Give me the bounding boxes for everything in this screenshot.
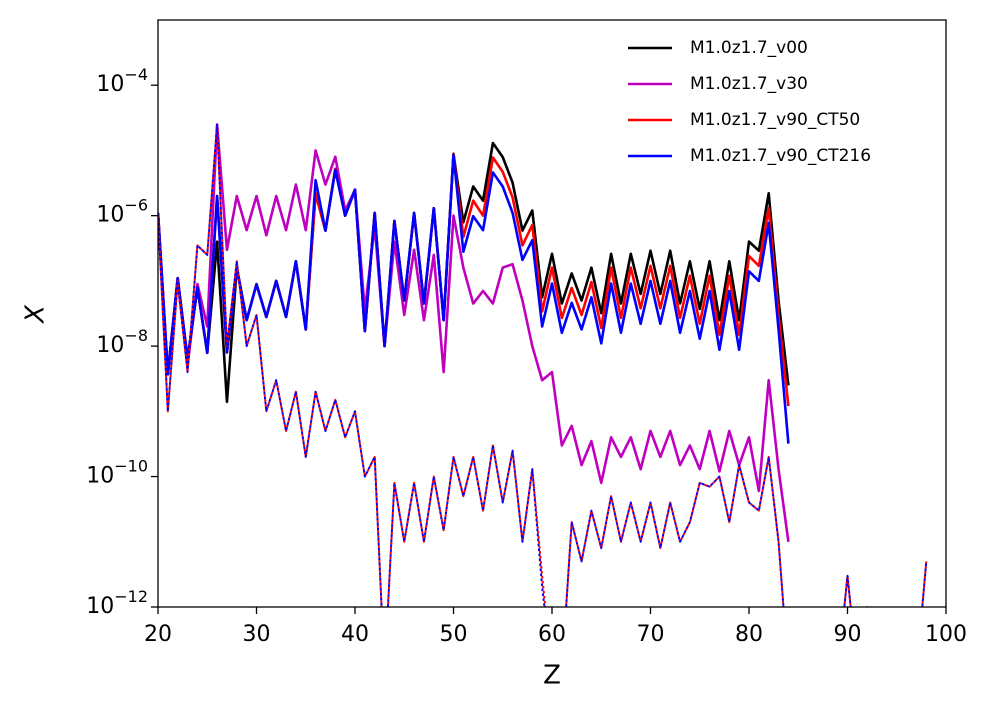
legend-label: M1.0z1.7_v00: [690, 38, 808, 58]
x-tick-label: 20: [144, 622, 172, 647]
y-tick-label: 10−10: [86, 456, 148, 489]
dotted-line: [158, 123, 928, 607]
y-tick-label: 10−8: [96, 326, 148, 359]
plot-lines: [158, 123, 928, 607]
x-tick-label: 40: [341, 622, 369, 647]
x-tick-label: 80: [735, 622, 763, 647]
x-tick-label: 30: [243, 622, 271, 647]
x-tick-label: 70: [637, 622, 665, 647]
legend-label: M1.0z1.7_v90_CT50: [690, 110, 860, 130]
x-tick-label: 60: [538, 622, 566, 647]
plot-frame: [157, 19, 947, 608]
y-tick-label: 10−12: [86, 587, 148, 620]
legend-label: M1.0z1.7_v90_CT216: [690, 146, 871, 166]
x-tick-label: 90: [834, 622, 862, 647]
y-tick-label: 10−6: [96, 195, 148, 228]
x-tick-label: 50: [440, 622, 468, 647]
line: [158, 141, 790, 404]
line: [158, 153, 790, 444]
x-tick-label: 100: [925, 622, 967, 647]
y-tick-label: 10−4: [96, 65, 148, 98]
y-axis-label: X: [21, 304, 51, 325]
legend-label: M1.0z1.7_v30: [690, 74, 808, 94]
x-axis-label: Z: [543, 661, 561, 691]
line: [158, 123, 790, 542]
